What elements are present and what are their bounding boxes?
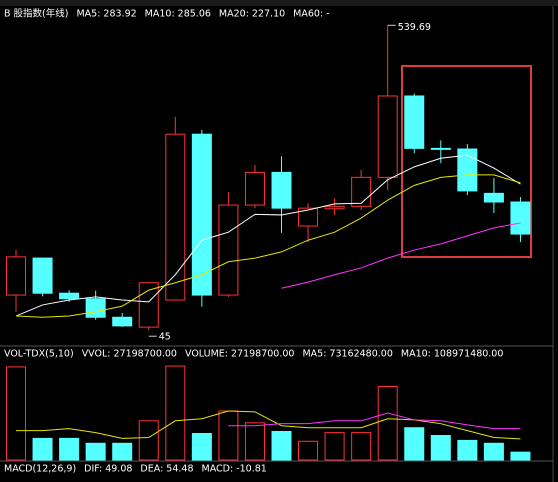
volume-bar [165,365,186,461]
volume-bar [483,442,504,461]
volume-bar [457,439,478,461]
candle-body [483,192,504,203]
highlight-box [401,65,532,258]
candle-body [404,95,425,149]
volume-bar [218,410,239,461]
low-label: 45 [159,332,171,343]
candle-body [112,316,133,327]
candle-body [6,256,26,296]
volume-bar [6,366,26,461]
indicator-label: MA10: 285.06 [145,9,211,20]
volume-bar [324,432,345,461]
panel-title: MACD(12,26,9) [4,464,76,475]
candle-body [85,298,106,318]
volume-bar [112,442,133,461]
indicator-label: MA5: 283.92 [76,9,136,20]
volume-bar [271,430,292,461]
candle-body [298,207,319,227]
volume-bar [430,435,451,461]
volume-bar [32,437,53,461]
ma-line [15,154,521,317]
candle-body [138,282,159,328]
volume-bar [244,422,265,461]
volume-bar [59,437,80,461]
panel-title: B 股指数(年线) [4,8,68,20]
volume-bar [351,432,372,461]
indicator-label: DIF: 49.08 [84,464,132,475]
candle-body [165,133,186,301]
candle-body [457,148,478,192]
candle-body [218,204,239,296]
volume-bar [404,427,425,461]
indicator-label: DEA: 54.48 [140,464,193,475]
candle-body [32,257,53,294]
indicator-label: MA60: - [293,9,329,20]
volume-bar [298,440,319,461]
candle-body [191,133,212,296]
volume-bar [510,451,531,461]
ma-line [281,222,521,289]
candle-body [377,95,398,178]
volume-bar [191,432,212,461]
high-label: 539.69 [398,22,431,33]
volume-bar [377,386,398,461]
candle-body [324,205,345,210]
ma-line [228,412,521,430]
panel-title: VOL-TDX(5,10) [4,349,74,360]
indicator-label: MA20: 227.10 [219,9,285,20]
indicator-label: MA5: 73162480.00 [302,349,392,360]
candle-body [59,292,80,300]
menu-strip [0,0,558,6]
ma-line [15,174,521,318]
ma-line [16,410,521,440]
indicator-label: VVOL: 27198700.00 [82,349,177,360]
volume-bar [85,442,106,461]
indicator-label: MACD: -10.81 [202,464,267,475]
candle-body [430,147,451,150]
candle-body [271,171,292,209]
indicator-label: MA10: 108971480.00 [401,349,504,360]
candle-body [510,201,531,235]
volume-bar [138,420,159,461]
indicator-label: VOLUME: 27198700.00 [185,349,294,360]
candle-body [351,176,372,207]
candle-body [244,171,265,206]
